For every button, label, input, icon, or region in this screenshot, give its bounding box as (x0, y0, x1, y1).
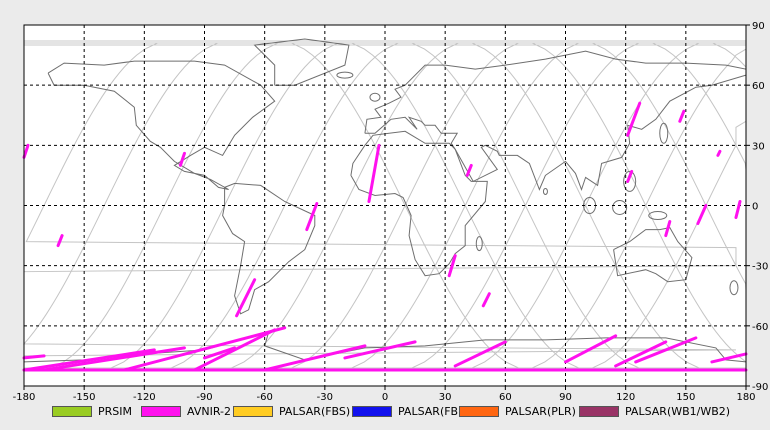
coastline (253, 38, 350, 86)
legend-label: PRSIM (98, 404, 132, 418)
x-tick-label: -60 (256, 392, 272, 400)
avnir2-segment (235, 278, 257, 318)
x-tick-label: -180 (13, 392, 36, 400)
avnir2-segment (178, 151, 186, 167)
island (659, 122, 669, 144)
legend-label: PALSAR(WB1/WB2) (625, 404, 731, 418)
orbit-track (471, 42, 700, 369)
orbit-track (291, 42, 519, 369)
legend-label: PALSAR(FBD) (398, 404, 471, 418)
avnir2-segment (22, 354, 46, 360)
x-tick-label: -150 (73, 392, 96, 400)
x-tick-label: 150 (676, 392, 695, 400)
legend-swatch (579, 405, 619, 417)
avnir2-segment (22, 143, 30, 159)
coastline (222, 182, 316, 315)
avnir2-segment (678, 109, 686, 123)
avnir2-segment (22, 348, 156, 372)
island (612, 200, 628, 216)
y-tick-label: -30 (752, 262, 768, 273)
avnir2-segment (626, 169, 634, 183)
avnir2-segment (465, 163, 473, 177)
avnir2-segment (367, 143, 381, 203)
avnir2-segment (122, 326, 287, 372)
avnir2-segment (447, 254, 457, 278)
legend: PRSIM AVNIR-2 PALSAR(FBS) PALSAR(FBD) PA… (0, 403, 770, 423)
y-tick-label: -60 (752, 322, 768, 333)
avnir2-segment (716, 149, 722, 157)
island (336, 71, 354, 79)
legend-swatch (352, 405, 392, 417)
legend-swatch (52, 405, 92, 417)
x-tick-label: 180 (736, 392, 755, 400)
island (648, 211, 668, 221)
island (623, 170, 637, 192)
avnir2-segment (626, 101, 642, 137)
x-tick-label: -120 (133, 392, 156, 400)
x-tick-label: 120 (616, 392, 635, 400)
avnir2-segment (203, 346, 237, 360)
avnir2-segment (664, 220, 672, 238)
avnir2-segment (734, 199, 742, 220)
avnir2-segment (42, 346, 186, 372)
coastline (350, 130, 488, 277)
legend-label: AVNIR-2 (187, 404, 231, 418)
legend-item-palsar-plr: PALSAR(PLR) (459, 403, 576, 419)
coastline (364, 50, 747, 191)
coastline (613, 227, 693, 283)
legend-label: PALSAR(PLR) (505, 404, 576, 418)
orbit-track (411, 42, 640, 369)
x-tick-label: 0 (382, 392, 388, 400)
legend-item-avnir2: AVNIR-2 (141, 403, 231, 419)
x-tick-label: -30 (317, 392, 333, 400)
legend-item-palsar-wb: PALSAR(WB1/WB2) (579, 403, 730, 419)
x-tick-label: 90 (559, 392, 572, 400)
legend-swatch (459, 405, 499, 417)
avnir2-segment (634, 336, 698, 364)
y-tick-label: -90 (752, 382, 768, 393)
avnir2-segment (56, 234, 64, 248)
legend-item-palsar-fbd: PALSAR(FBD) (352, 403, 471, 419)
island (475, 236, 483, 252)
island (369, 92, 381, 102)
avnir2-segment (305, 201, 319, 232)
island (729, 280, 739, 296)
y-tick-label: 90 (752, 21, 765, 32)
orbit-track (351, 42, 579, 369)
orbit-track (532, 43, 747, 369)
y-tick-label: 0 (752, 202, 758, 213)
legend-swatch (141, 405, 181, 417)
avnir2-segment (481, 292, 491, 308)
legend-swatch (233, 405, 273, 417)
x-tick-label: 30 (439, 392, 452, 400)
x-tick-label: 60 (499, 392, 512, 400)
avnir2-segment (263, 344, 367, 372)
avnir2-segment (453, 340, 507, 368)
legend-item-palsar-fbs: PALSAR(FBS) (233, 403, 350, 419)
y-tick-label: 60 (752, 81, 765, 92)
x-tick-label: -90 (196, 392, 212, 400)
coastline (23, 331, 747, 363)
map-canvas: -180 -150 -120 -90 -60 -30 0 30 60 90 120 150 180 90 6… (13, 21, 769, 400)
legend-item-prism: PRSIM (52, 403, 132, 419)
island (542, 187, 548, 195)
coastline (47, 60, 276, 190)
legend-label: PALSAR(FBS) (279, 404, 351, 418)
avnir2-segment (343, 340, 417, 360)
y-tick-label: 30 (752, 141, 765, 152)
avnir2-segment (614, 340, 668, 368)
avnir2-segment (696, 204, 708, 226)
avnir2-segment (710, 352, 748, 364)
avnir2-segment (564, 334, 618, 364)
avnir2-segment (192, 328, 277, 372)
